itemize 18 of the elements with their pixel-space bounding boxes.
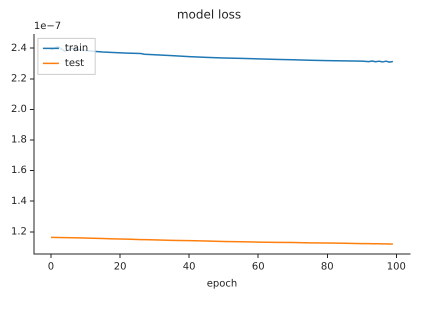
chart-title: model loss <box>176 7 242 22</box>
legend-label: train <box>64 42 88 54</box>
y-tick-label: 1.6 <box>10 165 27 176</box>
x-tick-label: 100 <box>386 262 406 273</box>
x-tick-label: 60 <box>252 262 265 273</box>
y-tick-label: 1.4 <box>10 196 27 207</box>
x-tick-label: 80 <box>320 262 334 273</box>
text: 1e−7 <box>34 20 62 32</box>
y-tick-label: 1.8 <box>10 134 27 146</box>
y-tick-label: 2.0 <box>10 104 27 115</box>
x-tick-label: 0 <box>48 262 54 273</box>
x-tick-label: 40 <box>182 262 196 273</box>
x-axis-title: epoch <box>206 278 238 290</box>
y-tick-label: 1.2 <box>10 226 27 238</box>
x-tick-label: 20 <box>114 262 126 273</box>
legend-label: test <box>64 58 84 69</box>
y-tick-label: 2.4 <box>10 42 27 54</box>
y-tick-label: 2.2 <box>10 73 27 84</box>
